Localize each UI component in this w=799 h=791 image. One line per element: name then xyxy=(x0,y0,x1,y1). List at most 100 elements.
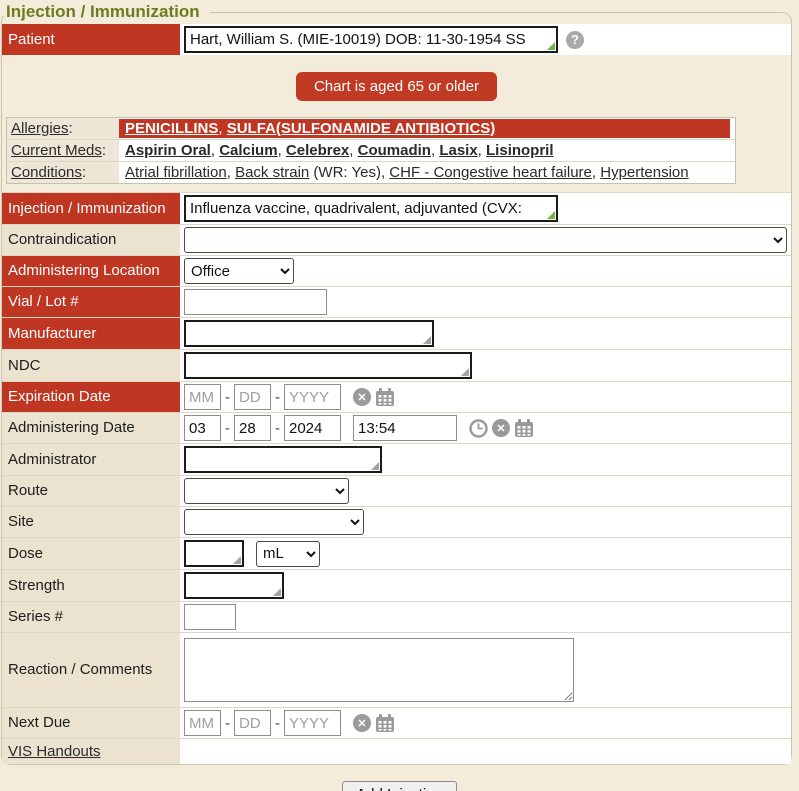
allergies-value-cell: PENICILLINS, SULFA(SULFONAMIDE ANTIBIOTI… xyxy=(119,119,730,138)
administrator-input[interactable] xyxy=(184,446,382,473)
expiration-date-label: Expiration Date xyxy=(2,382,180,412)
manufacturer-row: Manufacturer xyxy=(2,318,791,350)
conditions-link[interactable]: Conditions xyxy=(11,164,82,181)
ndc-row: NDC xyxy=(2,350,791,382)
allergies-link[interactable]: Allergies xyxy=(11,120,69,137)
condition-item[interactable]: Hypertension xyxy=(600,164,689,181)
vis-handouts-row: VIS Handouts xyxy=(2,739,791,764)
separator: , xyxy=(226,164,236,181)
expiration-day-input[interactable] xyxy=(234,384,271,410)
contraindication-label: Contraindication xyxy=(2,225,180,255)
dose-unit-select[interactable]: mL xyxy=(256,540,320,567)
administering-location-row: Administering Location Office xyxy=(2,256,791,287)
separator: , xyxy=(477,142,487,159)
injection-name-input[interactable] xyxy=(184,195,558,222)
colon: : xyxy=(81,164,87,181)
current-meds-link[interactable]: Current Meds xyxy=(11,142,102,159)
injection-immunization-panel: Injection / Immunization Patient ? Chart… xyxy=(1,2,792,765)
med-item[interactable]: Lisinopril xyxy=(486,142,554,159)
reaction-comments-textarea[interactable] xyxy=(184,638,574,702)
patient-input[interactable] xyxy=(184,26,558,53)
condition-item[interactable]: Atrial fibrillation xyxy=(125,164,227,181)
next-due-row: Next Due - - xyxy=(2,708,791,739)
series-input[interactable] xyxy=(184,604,236,630)
administering-time-input[interactable] xyxy=(353,415,457,441)
med-item[interactable]: Aspirin Oral xyxy=(125,142,211,159)
patient-label: Patient xyxy=(2,24,180,55)
colon: : xyxy=(68,120,73,137)
separator: , xyxy=(218,120,227,137)
patient-row: Patient ? xyxy=(2,24,791,55)
expiration-date-row: Expiration Date - - xyxy=(2,382,791,413)
ndc-input[interactable] xyxy=(184,352,472,379)
med-item[interactable]: Coumadin xyxy=(357,142,431,159)
manufacturer-input[interactable] xyxy=(184,320,434,347)
vis-handouts-label-cell: VIS Handouts xyxy=(2,739,180,764)
help-icon[interactable]: ? xyxy=(566,30,584,49)
strength-label: Strength xyxy=(2,570,180,601)
administering-location-select[interactable]: Office xyxy=(184,258,294,284)
dose-input[interactable] xyxy=(184,540,244,567)
date-dash: - xyxy=(275,714,280,732)
site-row: Site xyxy=(2,507,791,538)
reaction-comments-row: Reaction / Comments xyxy=(2,633,791,708)
clock-icon[interactable] xyxy=(469,418,488,438)
administrator-row: Administrator xyxy=(2,444,791,476)
separator: , xyxy=(430,142,440,159)
administrator-label: Administrator xyxy=(2,444,180,475)
calendar-icon[interactable] xyxy=(375,713,395,733)
administering-day-input[interactable] xyxy=(234,415,271,441)
condition-item[interactable]: Back strain xyxy=(235,164,310,181)
manufacturer-input-wrap xyxy=(184,320,434,347)
allergy-item[interactable]: SULFA(SULFONAMIDE ANTIBIOTICS) xyxy=(226,120,496,137)
clear-date-icon[interactable] xyxy=(353,388,371,406)
vial-lot-input[interactable] xyxy=(184,289,327,315)
form-actions: Add Injection xyxy=(0,765,799,791)
calendar-icon[interactable] xyxy=(375,387,395,407)
med-item[interactable]: Lasix xyxy=(439,142,478,159)
date-dash: - xyxy=(275,419,280,437)
med-item[interactable]: Calcium xyxy=(219,142,278,159)
next-due-year-input[interactable] xyxy=(284,710,341,736)
contraindication-select[interactable] xyxy=(184,227,787,253)
date-dash: - xyxy=(225,388,230,406)
expiration-month-input[interactable] xyxy=(184,384,221,410)
vial-lot-row: Vial / Lot # xyxy=(2,287,791,318)
separator: , xyxy=(277,142,286,159)
separator: , xyxy=(210,142,220,159)
date-dash: - xyxy=(225,419,230,437)
allergies-row: Allergies: PENICILLINS, SULFA(SULFONAMID… xyxy=(7,118,735,139)
administering-date-row: Administering Date - - xyxy=(2,413,791,444)
patient-value-cell: ? xyxy=(180,24,791,55)
add-injection-button[interactable]: Add Injection xyxy=(342,781,457,791)
strength-input[interactable] xyxy=(184,572,284,599)
clear-date-icon[interactable] xyxy=(353,714,371,732)
contraindication-row: Contraindication xyxy=(2,225,791,256)
condition-item[interactable]: CHF - Congestive heart failure xyxy=(389,164,592,181)
injection-input-wrap xyxy=(184,195,558,222)
colon: : xyxy=(101,142,107,159)
dose-label: Dose xyxy=(2,538,180,569)
date-dash: - xyxy=(225,714,230,732)
med-item[interactable]: Celebrex xyxy=(285,142,350,159)
allergy-item[interactable]: PENICILLINS xyxy=(125,120,219,137)
next-due-month-input[interactable] xyxy=(184,710,221,736)
administrator-input-wrap xyxy=(184,446,382,473)
administering-month-input[interactable] xyxy=(184,415,221,441)
injection-name-label: Injection / Immunization xyxy=(2,193,180,224)
next-due-label: Next Due xyxy=(2,708,180,738)
separator: , xyxy=(591,164,601,181)
clear-date-icon[interactable] xyxy=(492,419,510,437)
next-due-day-input[interactable] xyxy=(234,710,271,736)
age-alert-banner[interactable]: Chart is aged 65 or older xyxy=(295,72,498,101)
patient-summary-box: Allergies: PENICILLINS, SULFA(SULFONAMID… xyxy=(6,117,736,184)
administering-year-input[interactable] xyxy=(284,415,341,441)
calendar-icon[interactable] xyxy=(514,418,534,438)
condition-suffix: (WR: Yes) xyxy=(309,164,381,181)
site-select[interactable] xyxy=(184,509,364,535)
vis-handouts-link[interactable]: VIS Handouts xyxy=(8,742,101,760)
route-select[interactable] xyxy=(184,478,349,504)
expiration-year-input[interactable] xyxy=(284,384,341,410)
ndc-input-wrap xyxy=(184,352,472,379)
dose-row: Dose mL xyxy=(2,538,791,570)
